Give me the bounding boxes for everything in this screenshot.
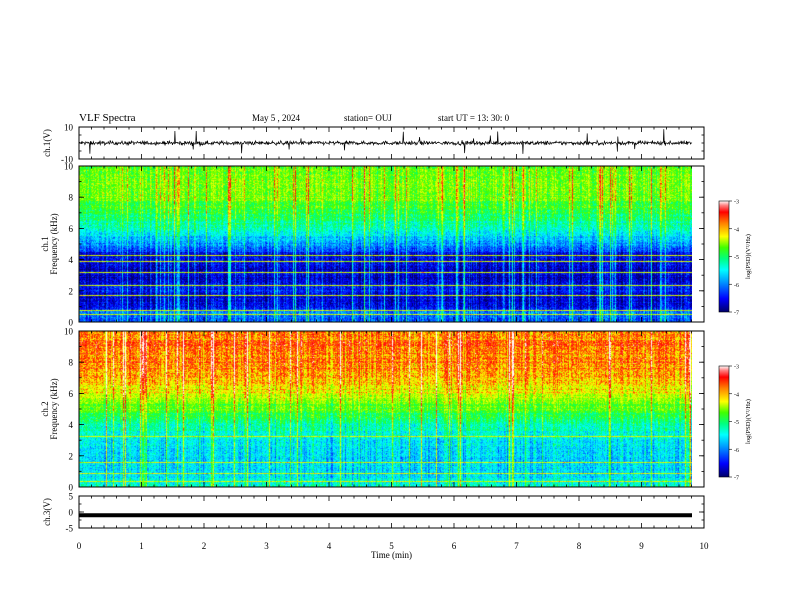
x-tick-label: 3 [264,541,269,551]
colorbar-tick-label: -7 [734,311,739,317]
ch2-spectrogram-y-tick-label: 4 [69,420,74,430]
colorbar [718,365,730,478]
x-tick-label: 9 [639,541,644,551]
ch2-spectrogram-y-axis-label: ch.2 [40,401,50,416]
ch3-y-tick-label: -5 [66,524,74,534]
colorbar-tick-label: -5 [734,255,739,261]
colorbar-tick-label: -3 [734,200,739,206]
ch1-spectrogram-y-tick-label: 10 [64,162,74,172]
colorbar-tick-label: -6 [734,448,739,454]
ch1-spectrogram-y-axis-label: ch.1 [40,236,50,251]
ch2-spectrogram-y-axis-label: Frequency (kHz) [49,378,59,439]
ch1-y-tick-label: -10 [61,155,73,165]
x-tick-label: 0 [77,541,82,551]
x-tick-label: 10 [700,541,710,551]
ch1-y-axis-label: ch.1(V) [42,129,52,157]
colorbar-tick-label: -7 [734,476,739,482]
ch1-y-tick-label: 10 [64,123,74,133]
ch2-spectrogram-y-tick-label: 2 [69,451,74,461]
colorbar-label: log(PSD)(V²/Hz) [745,399,752,444]
colorbar-tick-label: -6 [734,283,739,289]
station-label: station= OUJ [344,113,392,123]
ch1-spectrogram-y-tick-label: 8 [69,193,74,203]
ch2-spectrogram-y-tick-label: 8 [69,358,74,368]
ch2-spectrogram-y-tick-label: 10 [64,327,74,337]
x-tick-label: 2 [202,541,207,551]
ch2-spectrogram-image [79,331,692,487]
ch1-spectrogram-y-tick-label: 2 [69,286,74,296]
ch2-spectrogram-y-tick-label: 0 [69,483,74,493]
ch1-spectrogram-image [79,166,692,322]
date-label: May 5 , 2024 [252,113,300,123]
x-tick-label: 4 [327,541,332,551]
ch1-waveform-line [78,129,693,154]
figure-title: VLF Spectra [79,112,136,124]
ch1-spectrogram-y-axis-label: Frequency (kHz) [49,213,59,274]
ch1-spectrogram-y-tick-label: 6 [69,224,74,234]
ch3-y-tick-label: 5 [69,492,74,502]
colorbar [718,200,730,313]
x-tick-label: 8 [577,541,582,551]
x-tick-label: 6 [452,541,457,551]
x-tick-label: 1 [139,541,144,551]
start-time-label: start UT = 13: 30: 0 [438,113,510,123]
ch3-y-tick-label: 0 [69,508,74,518]
colorbar-tick-label: -4 [734,392,739,398]
x-tick-label: 7 [514,541,519,551]
colorbar-label: log(PSD)(V²/Hz) [745,234,752,279]
colorbar-tick-label: -4 [734,227,739,233]
x-axis-label: Time (min) [371,550,412,560]
ch2-spectrogram-y-tick-label: 6 [69,389,74,399]
ch1-spectrogram-y-tick-label: 4 [69,255,74,265]
colorbar-tick-label: -3 [734,365,739,371]
ch1-spectrogram-y-tick-label: 0 [69,318,74,328]
x-tick-label: 5 [389,541,394,551]
ch3-y-axis-label: ch.3(V) [42,498,52,526]
colorbar-tick-label: -5 [734,420,739,426]
